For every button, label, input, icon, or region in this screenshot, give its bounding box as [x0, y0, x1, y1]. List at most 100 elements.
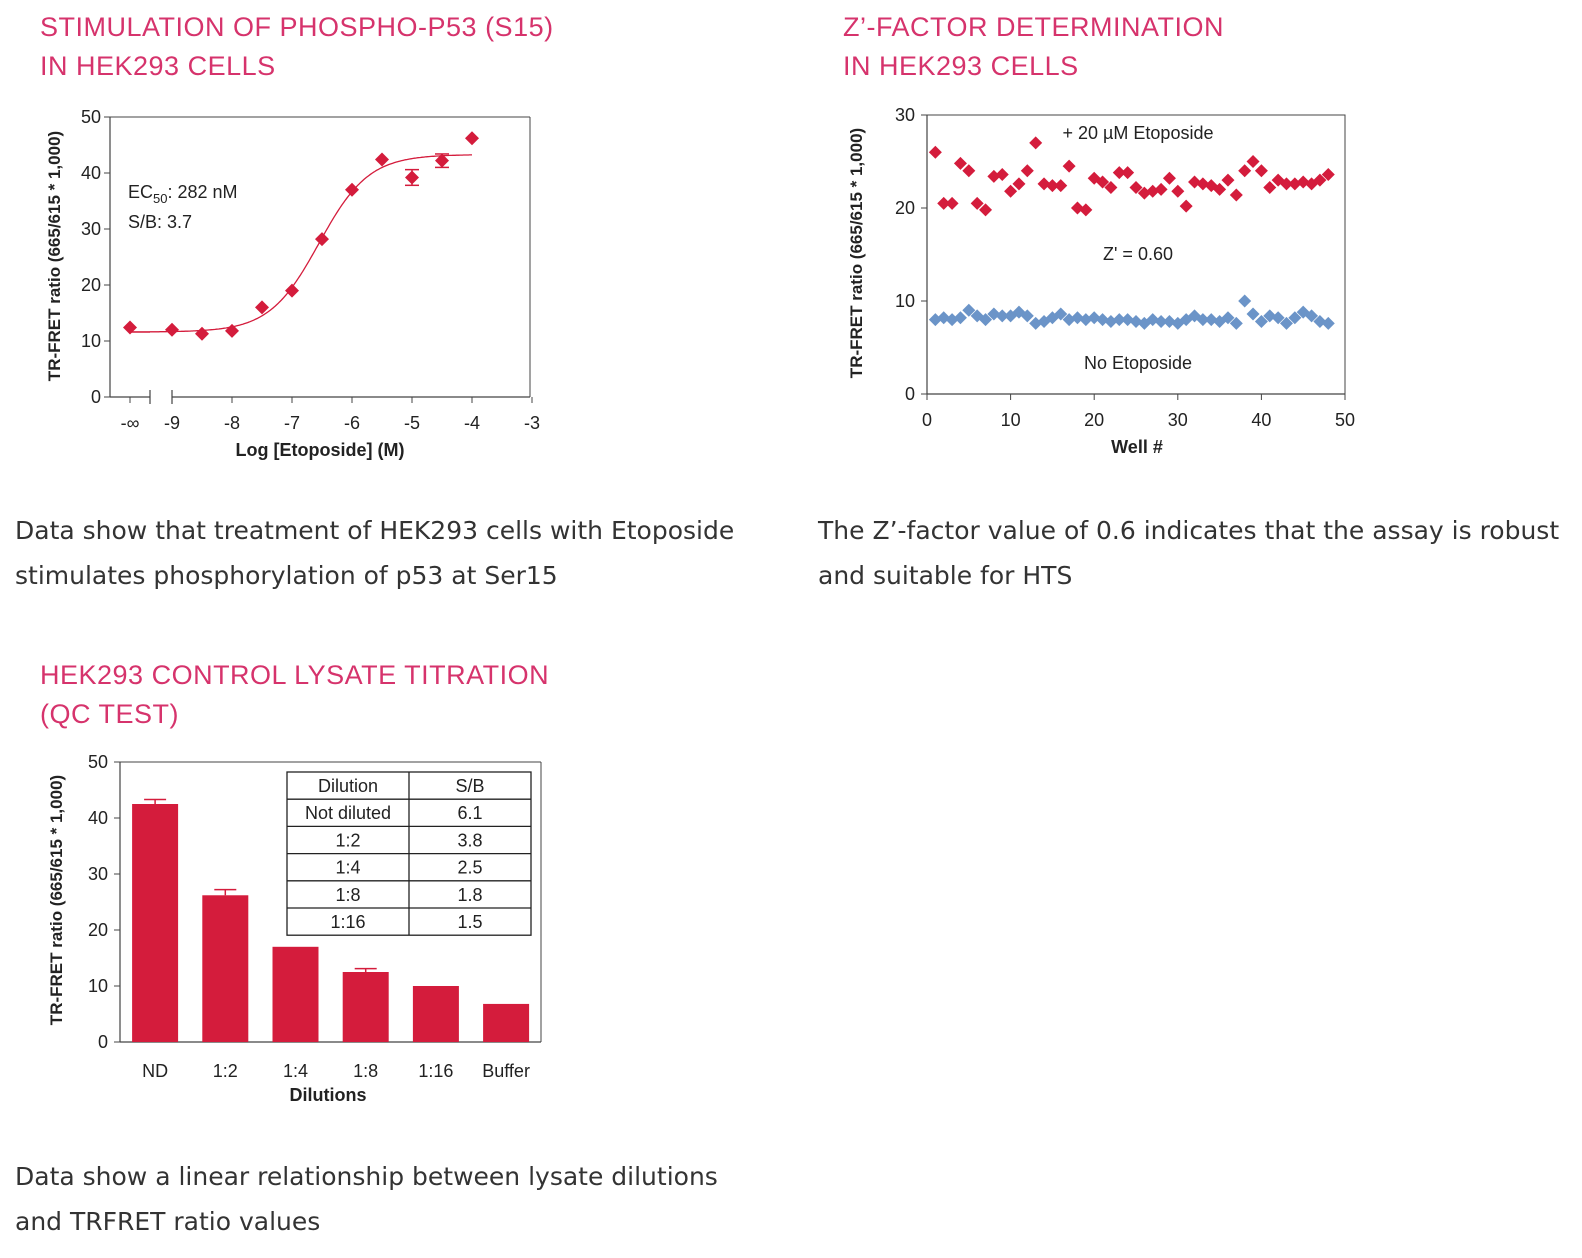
titration-x-tick-label: ND	[142, 1061, 168, 1081]
dose-data-point	[435, 153, 449, 168]
titration-y-tick-label: 0	[98, 1032, 108, 1052]
zfactor-no-etoposide-point	[1004, 309, 1018, 323]
lysate-caption-line1: Data show a linear relationship between …	[15, 1162, 718, 1191]
zfactor-etoposide-point	[1196, 177, 1210, 191]
zfactor-no-etoposide-point	[1296, 305, 1310, 319]
zfactor-no-etoposide-point	[1313, 314, 1327, 328]
zfactor-no-etoposide-point	[1229, 316, 1243, 330]
zfactor-caption: The Z’-factor value of 0.6 indicates tha…	[818, 508, 1559, 598]
dose-data-point	[465, 131, 479, 146]
sb-table-cell: 2.5	[457, 858, 482, 878]
zfactor-no-etoposide-point	[962, 303, 976, 317]
zfactor-no-etoposide-point	[945, 313, 959, 327]
zfactor-etoposide-point	[1154, 182, 1168, 196]
zfactor-no-etoposide-point	[1020, 309, 1034, 323]
zfactor-no-etoposide-point	[1070, 311, 1084, 325]
zfactor-etoposide-point	[1087, 171, 1101, 185]
sb-table-header: Dilution	[318, 776, 378, 796]
zfactor-etoposide-point	[995, 168, 1009, 182]
zfactor-etoposide-point	[937, 196, 951, 210]
dose-data-point	[375, 152, 389, 167]
titration-y-tick-label: 20	[88, 920, 108, 940]
zfactor-no-etoposide-point	[1196, 313, 1210, 327]
zfactor-etoposide-point	[1104, 181, 1118, 195]
zfactor-etoposide-point	[953, 156, 967, 170]
lysate-caption: Data show a linear relationship between …	[15, 1154, 718, 1244]
dose-data-point	[405, 170, 419, 185]
zfactor-caption-line1: The Z’-factor value of 0.6 indicates tha…	[818, 516, 1560, 545]
zfactor-etoposide-point	[1162, 171, 1176, 185]
zfactor-no-etoposide-point	[1321, 316, 1335, 330]
zfactor-no-etoposide-point	[970, 309, 984, 323]
zfactor-no-etoposide-point	[953, 311, 967, 325]
zfactor-etoposide-point	[1129, 181, 1143, 195]
dose-sb-annotation: S/B: 3.7	[128, 212, 192, 232]
zfactor-frame	[926, 114, 1346, 395]
zfactor-x-tick-label: 40	[1251, 410, 1271, 430]
titration-y-axis-title: TR-FRET ratio (665/615 * 1,000)	[47, 775, 66, 1025]
zfactor-no-etoposide-point	[1254, 314, 1268, 328]
zfactor-no-etoposide-point	[937, 311, 951, 325]
dose-data-point	[195, 326, 209, 341]
zfactor-etoposide-point	[987, 169, 1001, 183]
zfactor-no-etoposide-point	[1279, 316, 1293, 330]
dose-data-point	[315, 232, 329, 247]
zfactor-etoposide-point	[1012, 177, 1026, 191]
zfactor-no-etoposide-point	[1104, 314, 1118, 328]
titration-bar	[272, 946, 319, 1042]
zfactor-y-axis-title: TR-FRET ratio (665/615 * 1,000)	[847, 128, 866, 378]
dose-data-point	[345, 182, 359, 197]
zfactor-x-tick-label: 10	[1001, 410, 1021, 430]
zfactor-no-etoposide-point	[1305, 309, 1319, 323]
zfactor-z-annotation: Z' = 0.60	[1103, 244, 1173, 264]
zfactor-caption-line2: and suitable for HTS	[818, 561, 1073, 590]
zfactor-x-tick-label: 50	[1335, 410, 1355, 430]
sb-table-cell: 1.5	[457, 912, 482, 932]
zfactor-etoposide-point	[979, 203, 993, 217]
dose-y-axis-title: TR-FRET ratio (665/615 * 1,000)	[45, 131, 64, 381]
zfactor-x-tick-label: 20	[1084, 410, 1104, 430]
titration-x-tick-label: 1:4	[283, 1061, 308, 1081]
sb-table-cell: 3.8	[457, 830, 482, 850]
titration-x-tick-label: 1:16	[418, 1061, 453, 1081]
zfactor-no-etoposide-point	[928, 313, 942, 327]
zfactor-etoposide-point	[1271, 173, 1285, 187]
zfactor-no-etoposide-point	[1045, 311, 1059, 325]
dose-fit-curve	[129, 154, 472, 333]
dose-x-tick-label: -9	[164, 413, 180, 433]
zfactor-etoposide-point	[1213, 182, 1227, 196]
dose-data-point	[165, 322, 179, 337]
zfactor-no-etoposide-point	[1171, 316, 1185, 330]
zfactor-etoposide-point	[1288, 177, 1302, 191]
zfactor-etoposide-point	[1112, 166, 1126, 180]
zfactor-etoposide-point	[1037, 177, 1051, 191]
dose-y-tick-label: 30	[81, 219, 101, 239]
zfactor-etoposide-point	[928, 145, 942, 159]
dose-x-tick-label: -6	[344, 413, 360, 433]
zfactor-no-etoposide-point	[1179, 313, 1193, 327]
zfactor-no-etoposide-point	[1137, 316, 1151, 330]
sb-table-cell: 1:8	[335, 885, 360, 905]
dose-y-tick-label: 50	[81, 107, 101, 127]
titration-y-tick-label: 10	[88, 976, 108, 996]
titration-bar	[132, 804, 179, 1042]
zfactor-etoposide-point	[1020, 164, 1034, 178]
zfactor-etoposide-point	[1070, 201, 1084, 215]
dose-x-tick-label: -4	[464, 413, 480, 433]
titration-y-tick-label: 40	[88, 808, 108, 828]
dose-x-tick-label: -∞	[121, 413, 140, 433]
dose-baseline-point	[123, 320, 137, 335]
zfactor-etoposide-point	[1146, 184, 1160, 198]
ec50-subscript: 50	[153, 191, 167, 206]
zfactor-etoposide-point	[1321, 168, 1335, 182]
p53-caption-line1: Data show that treatment of HEK293 cells…	[15, 516, 735, 545]
zfactor-no-etoposide-point	[1263, 309, 1277, 323]
titration-bar	[483, 1003, 530, 1042]
titration-x-tick-label: 1:2	[213, 1061, 238, 1081]
zfactor-no-etoposide-point	[1238, 294, 1252, 308]
zfactor-etoposide-point	[1305, 177, 1319, 191]
zfactor-no-etoposide-point	[1204, 313, 1218, 327]
sb-table-cell: Not diluted	[305, 803, 391, 823]
zfactor-etoposide-point	[1171, 184, 1185, 198]
zfactor-no-etoposide-point	[1096, 313, 1110, 327]
